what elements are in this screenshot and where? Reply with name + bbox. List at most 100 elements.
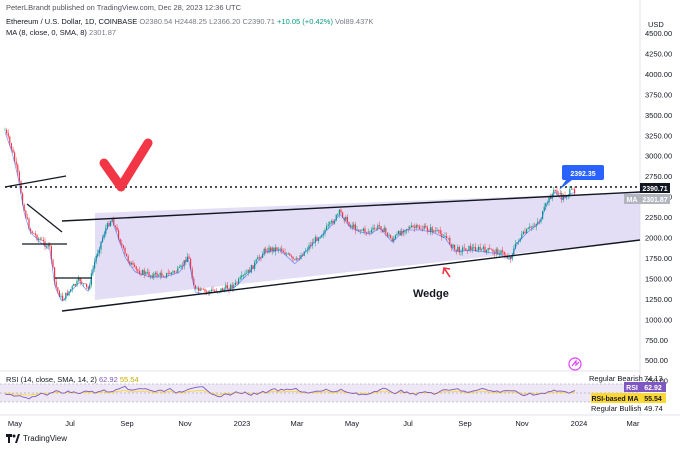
candle-body xyxy=(353,224,355,228)
candle-body xyxy=(407,229,409,230)
price-tick-label: 3750.00 xyxy=(645,90,672,99)
candle-body xyxy=(284,252,286,255)
wedge-label[interactable]: Wedge xyxy=(413,288,449,300)
wedge-pointer-arrow[interactable] xyxy=(442,267,451,278)
candle-body xyxy=(174,271,176,273)
candle-body xyxy=(450,244,452,248)
candle-body xyxy=(182,265,184,267)
candle-body xyxy=(342,212,344,218)
candle-body xyxy=(49,243,51,247)
candle-body xyxy=(9,136,11,144)
candle-body xyxy=(169,273,171,275)
candle-body xyxy=(425,225,427,228)
candle-body xyxy=(529,226,531,228)
candle-body xyxy=(337,214,339,215)
candle-body xyxy=(210,289,212,292)
candle-body xyxy=(38,238,40,240)
candle-body xyxy=(364,228,366,233)
candle-body xyxy=(65,292,67,300)
rsi-ma-line xyxy=(4,389,576,396)
last-price-tag[interactable]: 2390.71 xyxy=(640,183,670,193)
candle-body xyxy=(330,220,332,223)
red-arrow-annotation[interactable] xyxy=(99,138,153,192)
symbol-legend: Ethereum / U.S. Dollar, 1D, COINBASE O23… xyxy=(6,17,373,26)
candle-body xyxy=(452,244,454,248)
published-by-line: PeterLBrandt published on TradingView.co… xyxy=(6,3,242,12)
ma-price-tag[interactable]: MA 2301.87 xyxy=(624,194,670,204)
candle-body xyxy=(553,189,555,194)
candle-body xyxy=(423,225,425,230)
candle-body xyxy=(52,259,54,268)
flag-top-line[interactable] xyxy=(26,203,63,233)
time-tick-label: Jul xyxy=(65,419,75,428)
candle-body xyxy=(198,287,200,291)
time-tick-label: Nov xyxy=(178,419,192,428)
candle-body xyxy=(60,295,62,297)
candle-body xyxy=(190,258,192,269)
candle-body xyxy=(486,250,488,253)
candle-body xyxy=(454,244,456,250)
wedge-upper-line[interactable] xyxy=(61,191,641,222)
candle-body xyxy=(399,231,401,236)
currency-label[interactable]: USD xyxy=(648,20,664,29)
candle-body xyxy=(380,226,382,230)
candle-body xyxy=(374,227,376,229)
candle-body xyxy=(495,249,497,254)
candle-body xyxy=(278,249,280,251)
wedge-lower-line[interactable] xyxy=(61,239,641,312)
candle-body xyxy=(340,209,342,213)
ma-tag-label: MA xyxy=(627,197,638,204)
candle-body xyxy=(404,230,406,233)
candle-body xyxy=(295,258,297,260)
candle-body xyxy=(463,247,465,249)
candle-body xyxy=(167,272,169,274)
candle-body xyxy=(444,236,446,238)
rsi-label: RSI (14, close, SMA, 14, 2) xyxy=(6,375,97,384)
candle-body xyxy=(118,230,120,240)
rsi-tag[interactable]: RSI 62.92 xyxy=(624,382,666,392)
symbol-name[interactable]: Ethereum / U.S. Dollar, 1D, COINBASE xyxy=(6,17,138,26)
candle-body xyxy=(511,254,513,260)
candle-body xyxy=(89,284,91,289)
candle-body xyxy=(394,235,396,239)
rsi-legend[interactable]: RSI (14, close, SMA, 14, 2) 62.92 55.54 xyxy=(6,375,139,384)
candle-body xyxy=(556,190,558,194)
candle-body xyxy=(127,256,129,262)
candle-body xyxy=(548,196,550,203)
candle-body xyxy=(570,188,572,190)
price-tick-label: 3000.00 xyxy=(645,152,672,161)
candle-body xyxy=(222,288,224,291)
price-callout[interactable]: 2392.35 xyxy=(559,165,604,190)
early-trend-line[interactable] xyxy=(4,175,67,188)
indicator-logo-icon[interactable] xyxy=(568,357,582,371)
price-tick-label: 750.00 xyxy=(645,336,668,345)
regular-bullish-value: 49.74 xyxy=(644,404,663,413)
candle-body xyxy=(354,224,356,231)
candle-body xyxy=(41,239,43,241)
candle-body xyxy=(410,225,412,228)
price-axis-ticks: 4500.00 4250.00 4000.00 3750.00 3500.00 3250.… xyxy=(645,29,672,386)
candle-body xyxy=(478,247,480,251)
candle-body xyxy=(50,246,52,260)
candle-body xyxy=(521,234,523,239)
candle-body xyxy=(370,229,372,233)
candle-body xyxy=(372,227,374,230)
candle-body xyxy=(76,280,78,286)
candle-body xyxy=(281,248,283,252)
rsi-ma-tag[interactable]: RSI-based MA 55.54 xyxy=(591,393,666,403)
candle-body xyxy=(292,256,294,260)
candle-body xyxy=(270,247,272,252)
candle-body xyxy=(471,247,473,250)
price-tick-label: 1750.00 xyxy=(645,254,672,263)
candle-body xyxy=(175,272,177,273)
tradingview-footer[interactable]: TradingView xyxy=(6,434,67,443)
candle-body xyxy=(194,285,196,289)
candle-body xyxy=(391,238,393,242)
ma-legend[interactable]: MA (8, close, 0, SMA, 8) 2301.87 xyxy=(6,28,116,37)
candle-body xyxy=(455,249,457,252)
candle-body xyxy=(362,228,364,231)
candle-body xyxy=(457,246,459,252)
candle-body xyxy=(12,149,14,153)
candle-body xyxy=(199,288,201,291)
